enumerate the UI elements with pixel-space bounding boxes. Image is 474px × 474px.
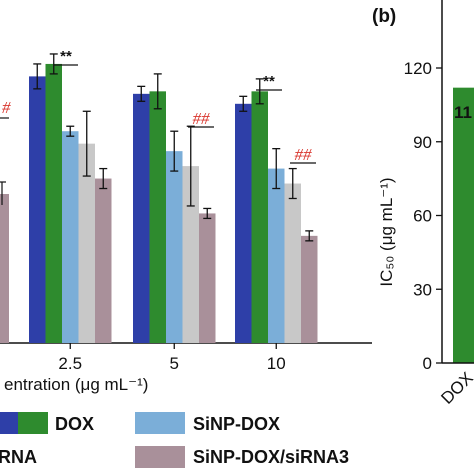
legend-swatch-sinp-dox-sirna3 [135, 446, 185, 468]
bar-2.5-s4 [95, 178, 112, 343]
bar-2.5-s3 [78, 143, 95, 343]
x-tick-label-10: 10 [267, 354, 286, 373]
legend-item-sinp-dox-sirna3: SiNP-DOX/siRNA3 [135, 446, 349, 468]
panel-b-y-axis-label: IC₅₀ (μg mL⁻¹) [377, 177, 396, 286]
legend-item-dox: DOX [0, 412, 94, 434]
left-edge-partial-bar [0, 181, 9, 343]
x-tick-label-5: 5 [170, 354, 179, 373]
legend-swatch-blue-edge [0, 412, 18, 434]
panel-a-chart: 2.5 5 10 entration (μg mL⁻¹) ** ** ## ## # [0, 48, 372, 468]
legend-label-sinp-dox-sirna3: SiNP-DOX/siRNA3 [193, 447, 349, 467]
bar-10-s2 [268, 168, 285, 343]
panel-b-y-tick-label-0: 0 [423, 354, 432, 373]
legend-item-sinp-dox: SiNP-DOX [135, 412, 280, 434]
panel-a-x-axis-label: entration (μg mL⁻¹) [4, 375, 148, 394]
bar-5-s2 [166, 151, 183, 343]
sig-stars-10: ** [263, 73, 275, 90]
legend: DOX SiNP-DOX RNA SiNP-DOX/siRNA3 [0, 412, 349, 468]
panel-b-chart: (b) 0 30 60 90 120 11 DOX IC₅₀ (μg mL⁻¹) [372, 0, 474, 408]
legend-swatch-dox [18, 412, 48, 434]
legend-item-rna: RNA [0, 447, 37, 467]
bar-5-s0 [133, 93, 150, 343]
legend-swatch-sinp-dox [135, 412, 185, 434]
bar-5-s3 [182, 166, 199, 343]
panel-b-y-tick-label-30: 30 [413, 280, 432, 299]
legend-label-dox: DOX [55, 414, 94, 434]
hash-mark-10: ## [295, 145, 313, 164]
significance-marks: ** ** ## ## # [0, 48, 316, 164]
panel-b-label: (b) [372, 6, 396, 27]
panel-b-bar-dox [453, 87, 474, 364]
x-tick-label-2.5: 2.5 [58, 354, 82, 373]
partial-bar [0, 194, 9, 343]
panel-b-y-tick-label-120: 120 [404, 59, 432, 78]
bar-2.5-s0 [29, 76, 46, 344]
bar-10-s4 [301, 235, 318, 343]
bar-5-s4 [199, 213, 216, 343]
legend-label-rna: RNA [0, 447, 37, 467]
hash-mark-5: ## [193, 109, 211, 128]
sig-stars-2.5: ** [60, 48, 72, 65]
panel-b-y-tick-label-90: 90 [413, 133, 432, 152]
panel-b-y-tick-label-60: 60 [413, 207, 432, 226]
panel-b-x-tick-label-dox: DOX [437, 368, 474, 407]
bar-2.5-s1 [45, 63, 62, 343]
bar-10-s3 [284, 183, 301, 343]
bar-5-s1 [149, 91, 166, 343]
hash-mark-left: # [2, 98, 11, 117]
bar-2.5-s2 [62, 131, 79, 343]
bar-10-s0 [235, 103, 252, 343]
legend-label-sinp-dox: SiNP-DOX [193, 414, 280, 434]
panel-b-data-label: 11 [454, 103, 472, 122]
bar-10-s1 [251, 91, 268, 343]
